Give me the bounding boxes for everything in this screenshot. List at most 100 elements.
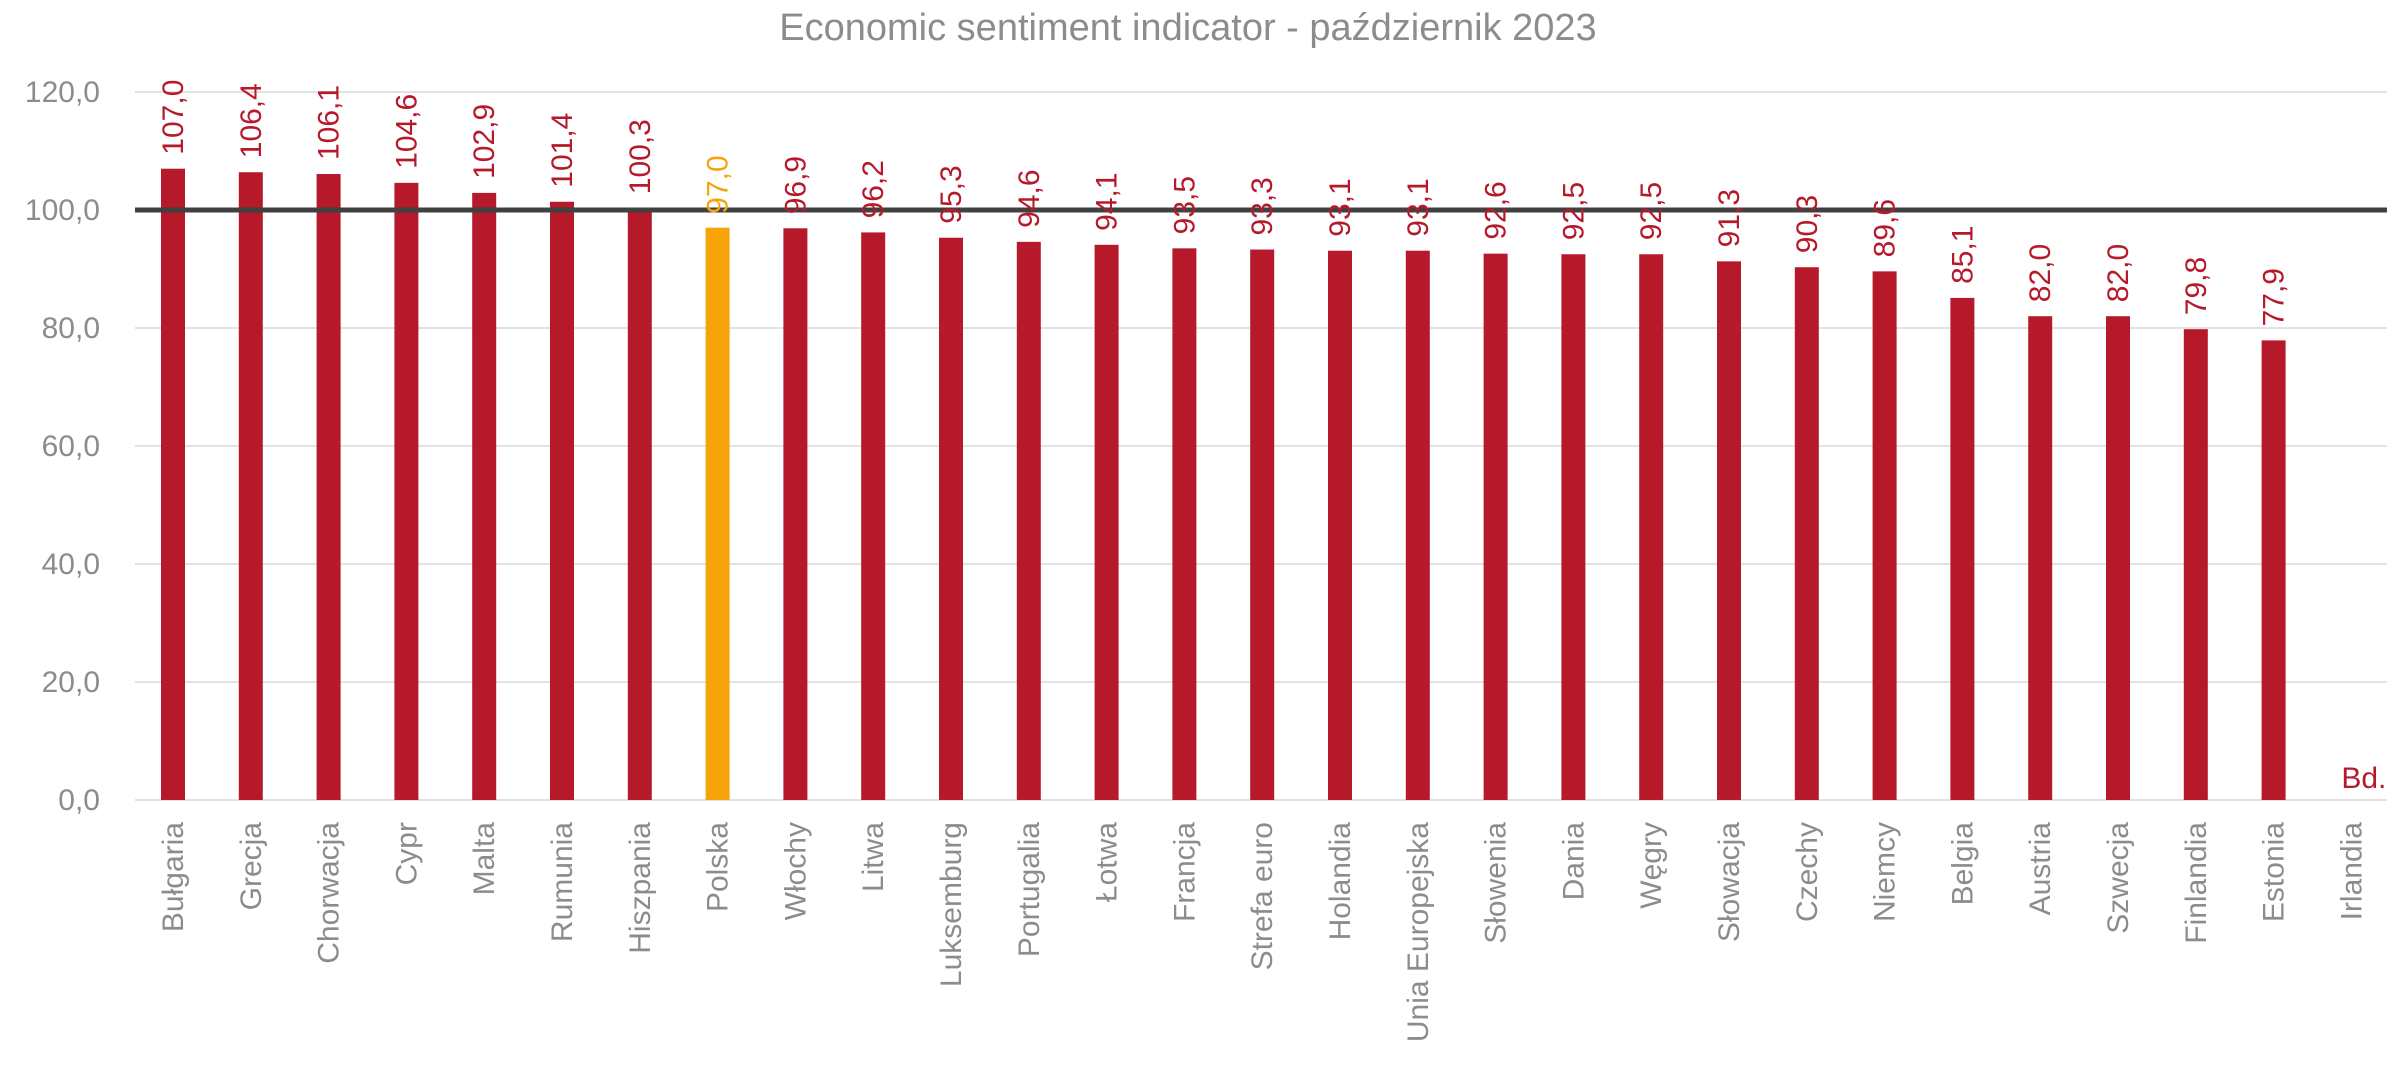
bar [1872,271,1897,800]
x-tick-label: Chorwacja [313,822,346,964]
bar [2261,340,2286,800]
x-tick-label: Litwa [857,822,890,892]
x-tick-label: Luksemburg [935,822,968,987]
data-label: 85,1 [1946,226,1979,284]
bar [705,227,730,800]
data-label: 96,2 [857,160,890,218]
x-tick-label: Dania [1557,822,1590,901]
bar [472,192,497,800]
x-tick-label: Estonia [2258,822,2291,922]
data-label: 102,9 [468,104,501,179]
y-tick-label: 0,0 [58,784,100,817]
bar [861,232,886,801]
x-tick-label: Szwecja [2102,822,2135,934]
x-tick-label: Strefa euro [1246,822,1279,970]
x-tick-label: Czechy [1791,822,1824,922]
data-label: 93,5 [1168,176,1201,234]
bar [1794,267,1819,801]
bar [316,174,341,800]
x-tick-label: Malta [468,822,501,896]
x-tick-label: Polska [702,822,735,912]
x-axis-ticks: Bułgaria Grecja Chorwacja Cypr Malta Rumunia H… [157,822,2368,1042]
data-label: 94,6 [1013,169,1046,227]
bar [627,208,652,801]
data-label: 92,6 [1480,181,1513,239]
y-tick-label: 80,0 [42,312,100,345]
x-tick-label: Słowacja [1713,822,1746,942]
x-tick-label: Irlandia [2335,822,2368,921]
data-label: 93,3 [1246,177,1279,235]
bar [161,168,185,800]
bar [1483,253,1508,800]
data-label: 90,3 [1791,195,1824,253]
x-tick-label: Holandia [1324,822,1357,941]
bar [1250,249,1275,800]
x-tick-label: Portugalia [1013,822,1046,957]
data-label: 100,3 [624,119,657,194]
data-label: 79,8 [2180,257,2213,315]
y-tick-label: 120,0 [25,76,100,109]
data-label: 107,0 [157,80,190,155]
data-label: Bd. [2341,762,2386,795]
bar [1016,241,1041,801]
data-label: 94,1 [1091,172,1124,230]
data-label: 104,6 [390,94,423,169]
x-tick-label: Łotwa [1091,822,1124,902]
bar [1328,250,1352,800]
bar [1561,254,1586,800]
data-label: 106,1 [313,85,346,160]
data-label: 82,0 [2024,244,2057,302]
bar [238,172,263,801]
bar [783,228,808,801]
data-label: 91,3 [1713,189,1746,247]
data-labels: 107,0 106,4 106,1 104,6 102,9 101,4 100,3 97,0 9… [157,80,2386,795]
x-tick-label: Austria [2024,822,2057,916]
x-tick-label: Grecja [235,822,268,911]
x-tick-label: Włochy [779,822,812,920]
x-tick-label: Węgry [1635,822,1668,909]
data-label: 82,0 [2102,244,2135,302]
x-tick-label: Unia Europejska [1402,822,1435,1042]
bar [1717,261,1741,801]
bars [161,168,2286,801]
x-tick-label: Francja [1168,822,1201,922]
bar [550,201,574,801]
bar [2183,329,2208,800]
x-tick-label: Niemcy [1869,822,1902,922]
bar [2106,316,2130,800]
bar [2028,316,2053,800]
data-label: 92,5 [1635,182,1668,240]
data-label: 97,0 [702,155,735,213]
data-label: 93,1 [1402,178,1435,236]
bar [1172,248,1197,801]
data-label: 89,6 [1869,199,1902,257]
x-tick-label: Hiszpania [624,822,657,954]
y-tick-label: 100,0 [25,194,100,227]
y-tick-label: 20,0 [42,666,100,699]
bar [1094,244,1119,800]
data-label: 93,1 [1324,178,1357,236]
y-tick-label: 40,0 [42,548,100,581]
y-axis-ticks: 0,0 20,0 40,0 60,0 80,0 100,0 120,0 [25,76,100,817]
bar [394,182,419,801]
data-label: 92,5 [1557,182,1590,240]
x-tick-label: Bułgaria [157,822,190,932]
bar [939,237,963,801]
x-tick-label: Belgia [1946,822,1979,906]
bar [1950,297,1975,800]
x-tick-label: Rumunia [546,822,579,942]
chart-title: Economic sentiment indicator - październ… [779,7,1596,49]
data-label: 101,4 [546,113,579,188]
bar [1639,254,1664,800]
data-label: 95,3 [935,165,968,223]
y-tick-label: 60,0 [42,430,100,463]
data-label: 96,9 [779,156,812,214]
x-tick-label: Słowenia [1480,822,1513,944]
x-tick-label: Finlandia [2180,822,2213,944]
bar [1405,250,1430,800]
data-label: 106,4 [235,83,268,158]
data-label: 77,9 [2258,268,2291,326]
x-tick-label: Cypr [390,822,423,885]
